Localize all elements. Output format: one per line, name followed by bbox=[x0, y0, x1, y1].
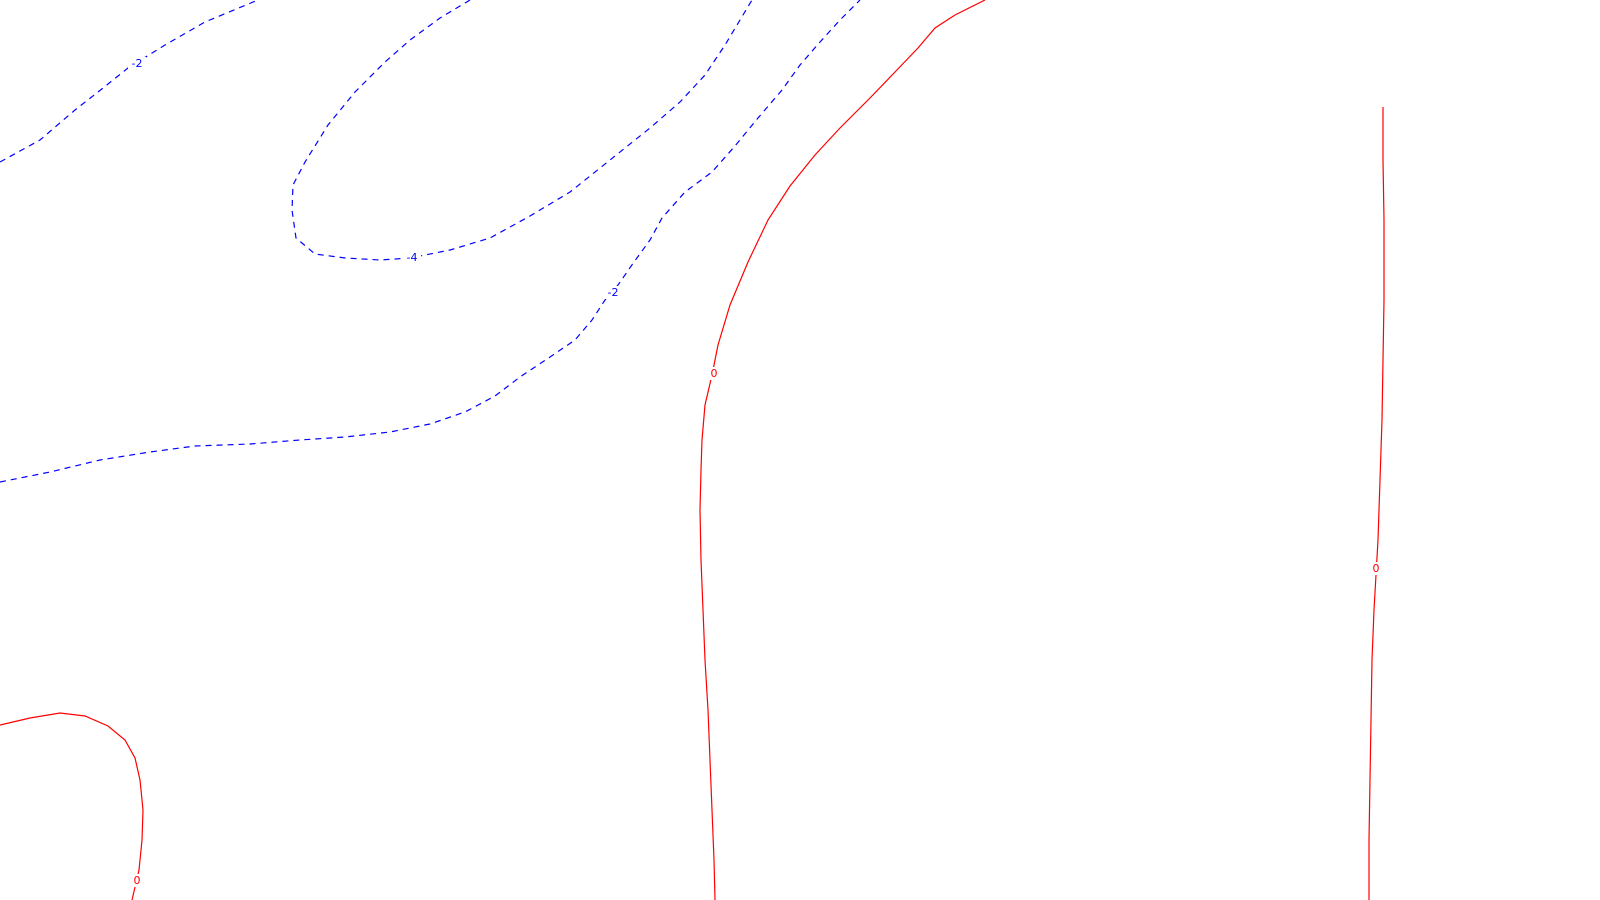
contour-label-neg2-upper: -2 bbox=[128, 57, 146, 70]
contour-label-text: 0 bbox=[711, 367, 718, 380]
contour-label-text: -4 bbox=[407, 251, 418, 264]
contour-label-text: -2 bbox=[132, 57, 143, 70]
contour-label-zero-right: 0 bbox=[1370, 562, 1382, 575]
contour-line-neg2-middle bbox=[0, 0, 861, 483]
contour-label-neg2-middle: -2 bbox=[604, 286, 622, 299]
contour-line-neg4 bbox=[291, 0, 753, 261]
contour-label-zero-bottom-left: 0 bbox=[131, 874, 143, 887]
contour-line-zero-bottom-left bbox=[0, 712, 144, 900]
contour-line-zero-center bbox=[699, 0, 986, 900]
contour-labels: -2 -4 -2 0 0 0 bbox=[128, 57, 1382, 887]
contour-label-neg4: -4 bbox=[403, 251, 421, 264]
contour-label-zero-center: 0 bbox=[708, 367, 720, 380]
contour-line-neg2-upper-left bbox=[0, 0, 259, 163]
contour-line-zero-right bbox=[1368, 107, 1385, 900]
contour-label-text: 0 bbox=[1373, 562, 1380, 575]
contour-label-text: -2 bbox=[608, 286, 619, 299]
contour-label-text: 0 bbox=[134, 874, 141, 887]
